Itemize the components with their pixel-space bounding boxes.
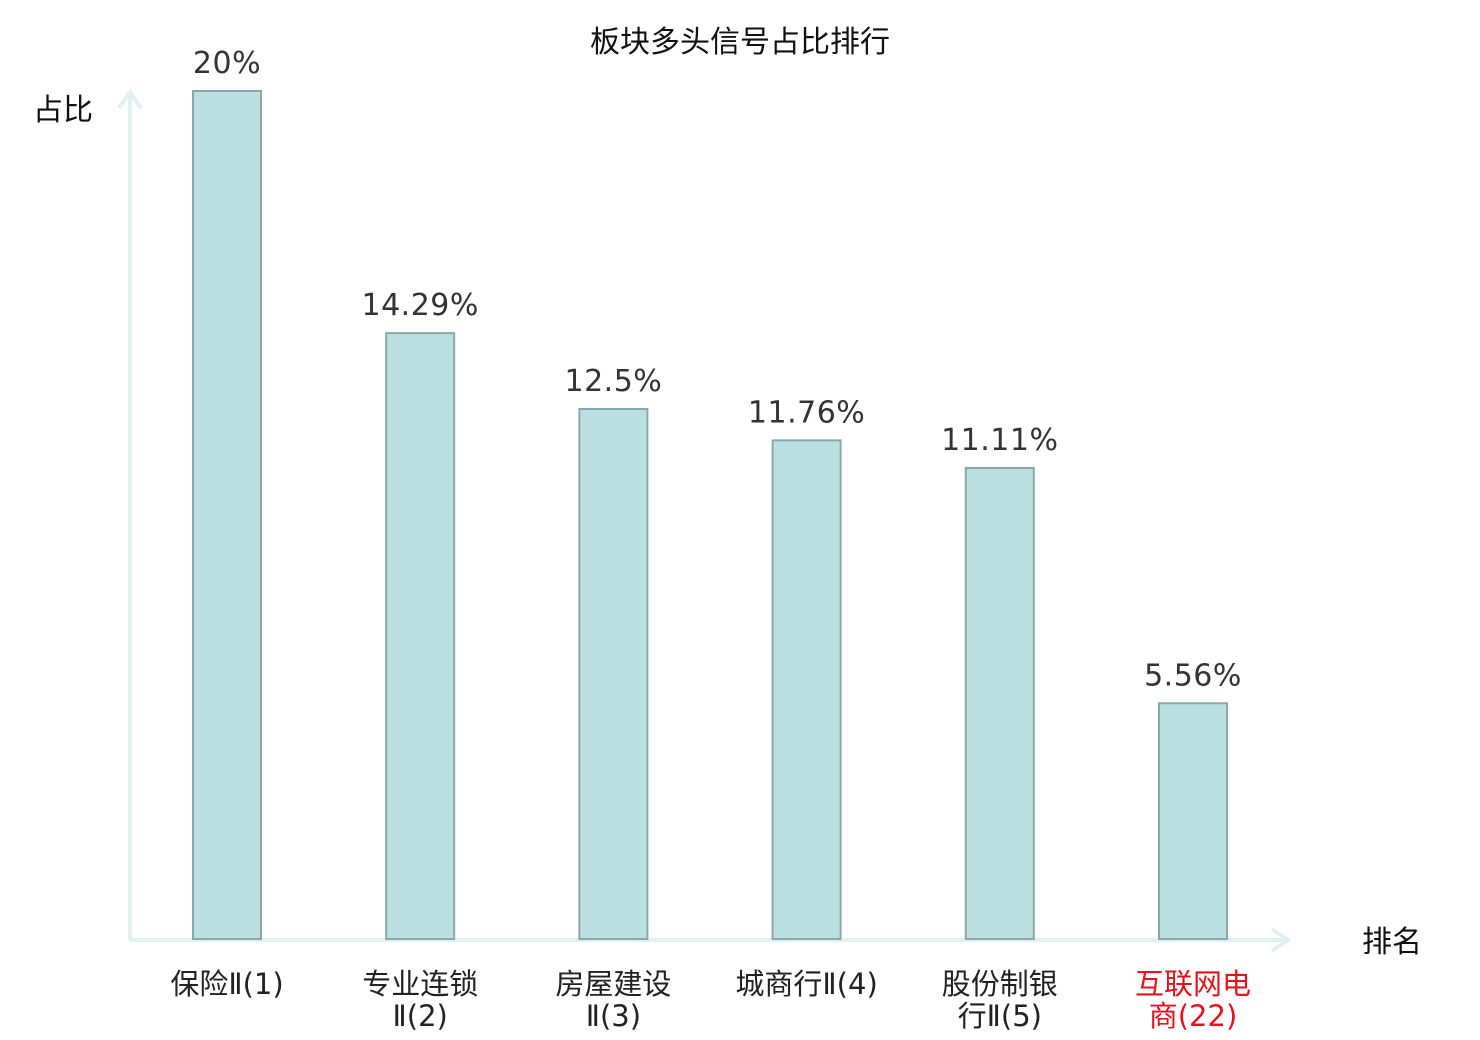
value-label-3: 12.5%: [564, 364, 662, 399]
axes: [117, 88, 1292, 953]
chart-title: 板块多头信号占比排行: [590, 25, 890, 60]
category-label-6: 互联网电商(22): [1135, 967, 1251, 1033]
category-label-4: 城商行Ⅱ(4): [735, 967, 877, 1001]
bar-4: [771, 439, 842, 940]
value-label-4: 11.76%: [748, 395, 865, 430]
bars-group: [192, 90, 1228, 940]
x-axis-arrow: [1270, 927, 1292, 953]
category-label-1: 保险Ⅱ(1): [170, 967, 283, 1001]
y-axis-label: 占比: [33, 93, 93, 128]
bar-2: [385, 332, 456, 940]
value-label-1: 20%: [193, 46, 261, 81]
bar-1: [192, 90, 262, 940]
value-label-5: 11.11%: [941, 423, 1058, 458]
category-labels-group: 保险Ⅱ(1) 专业连锁 Ⅱ(2) 房屋建设 Ⅱ(3) 城商行Ⅱ(4) 股份制银行Ⅱ(5) 互联…: [170, 967, 1251, 1033]
category-label-3: 房屋建设 Ⅱ(3): [555, 967, 671, 1033]
bar-6: [1158, 702, 1228, 940]
value-label-2: 14.29%: [362, 288, 479, 323]
bar-3: [578, 408, 649, 940]
value-labels-group: 20% 14.29% 12.5% 11.76% 11.11% 5.56%: [193, 46, 1242, 693]
bar-5: [964, 466, 1035, 940]
y-axis-arrow: [117, 88, 143, 110]
category-label-5: 股份制银行Ⅱ(5): [942, 967, 1058, 1033]
value-label-6: 5.56%: [1144, 658, 1242, 693]
category-label-2: 专业连锁 Ⅱ(2): [362, 967, 478, 1033]
x-axis-label: 排名: [1362, 925, 1422, 960]
